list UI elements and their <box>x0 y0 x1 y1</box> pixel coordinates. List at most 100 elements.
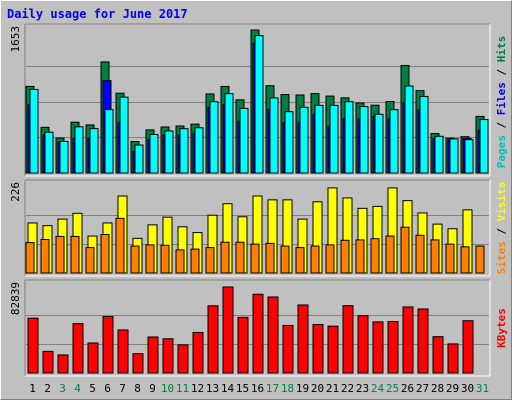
visits-bar-sites-day-27 <box>415 234 425 274</box>
kbytes-bar-kbytes-day-7 <box>117 329 129 374</box>
x-tick-day-28: 28 <box>431 382 444 395</box>
kbytes-legend: KBytes <box>495 308 508 348</box>
visits-legend-visits: Visits <box>495 182 508 222</box>
x-tick-day-11: 11 <box>176 382 189 395</box>
visits-bar-sites-day-13 <box>205 247 215 274</box>
visits-legend: Sites / Visits <box>495 182 508 275</box>
visits-bar-sites-day-8 <box>130 245 140 274</box>
hits-bar-pages-day-28 <box>434 135 444 174</box>
kbytes-bar-kbytes-day-22 <box>342 305 354 374</box>
visits-bar-sites-day-9 <box>145 244 155 274</box>
hits-bar-pages-day-15 <box>239 107 249 174</box>
hits-bar-pages-day-16 <box>254 35 264 174</box>
hits-bar-pages-day-26 <box>404 85 414 174</box>
hits-bar-pages-day-5 <box>89 128 99 174</box>
kbytes-bar-kbytes-day-1 <box>27 317 39 374</box>
kbytes-bar-kbytes-day-18 <box>282 324 294 374</box>
kbytes-bar-kbytes-day-19 <box>297 304 309 374</box>
x-tick-day-16: 16 <box>251 382 264 395</box>
visits-bar-sites-day-4 <box>70 235 80 274</box>
kbytes-bar-kbytes-day-14 <box>222 286 234 374</box>
x-tick-day-13: 13 <box>206 382 219 395</box>
kbytes-bar-kbytes-day-28 <box>432 336 444 374</box>
visits-bar-sites-day-12 <box>190 248 200 274</box>
hits-bar-pages-day-9 <box>149 134 159 174</box>
kbytes-bar-kbytes-day-12 <box>192 331 204 374</box>
x-tick-day-22: 22 <box>341 382 354 395</box>
visits-bar-sites-day-24 <box>370 238 380 274</box>
hits-bar-pages-day-30 <box>464 139 474 174</box>
x-tick-day-3: 3 <box>59 382 66 395</box>
visits-bar-sites-day-21 <box>325 244 335 274</box>
hits-max-label: 1653 <box>9 26 22 53</box>
kbytes-bar-kbytes-day-13 <box>207 305 219 374</box>
kbytes-bar-kbytes-day-8 <box>132 353 144 374</box>
visits-bar-sites-day-1 <box>25 242 35 274</box>
hits-bar-pages-day-20 <box>314 104 324 174</box>
kbytes-bar-kbytes-day-24 <box>372 321 384 374</box>
visits-bar-sites-day-6 <box>100 234 110 274</box>
visits-bar-sites-day-26 <box>400 226 410 274</box>
hits-legend: Pages / Files / Hits <box>495 36 508 169</box>
visits-bar-sites-day-11 <box>175 249 185 274</box>
visits-bar-sites-day-14 <box>220 241 230 274</box>
hits-legend-separator: / <box>495 115 508 135</box>
x-tick-day-4: 4 <box>74 382 81 395</box>
x-tick-day-14: 14 <box>221 382 235 395</box>
x-tick-day-21: 21 <box>326 382 339 395</box>
kbytes-bar-kbytes-day-3 <box>57 354 69 374</box>
kbytes-bar-kbytes-day-20 <box>312 323 324 374</box>
hits-bar-pages-day-19 <box>299 106 309 174</box>
x-tick-day-15: 15 <box>236 382 249 395</box>
x-tick-day-27: 27 <box>416 382 429 395</box>
kbytes-bar-kbytes-day-16 <box>252 293 264 374</box>
hits-bar-pages-day-4 <box>74 126 84 174</box>
x-tick-day-7: 7 <box>119 382 126 395</box>
visits-bar-sites-day-18 <box>280 245 290 274</box>
hits-legend-hits: Hits <box>495 36 508 63</box>
visits-bar-sites-day-10 <box>160 244 170 274</box>
hits-bar-pages-day-6 <box>104 109 114 174</box>
hits-bar-pages-day-14 <box>224 93 234 174</box>
x-tick-day-12: 12 <box>191 382 204 395</box>
hits-legend-pages: Pages <box>495 135 508 168</box>
visits-bar-sites-day-28 <box>430 239 440 274</box>
x-tick-day-10: 10 <box>161 382 174 395</box>
visits-bar-sites-day-7 <box>115 217 125 274</box>
x-tick-day-31: 31 <box>476 382 489 395</box>
kbytes-bar-kbytes-day-25 <box>387 321 399 374</box>
visits-bar-sites-day-5 <box>85 247 95 274</box>
x-tick-day-20: 20 <box>311 382 324 395</box>
hits-bar-pages-day-7 <box>119 96 129 174</box>
hits-bar-pages-day-23 <box>359 106 369 174</box>
hits-bar-pages-day-18 <box>284 111 294 174</box>
x-tick-day-8: 8 <box>134 382 141 395</box>
x-tick-day-1: 1 <box>29 382 36 395</box>
x-tick-day-30: 30 <box>461 382 474 395</box>
kbytes-max-label: 82839 <box>9 282 22 315</box>
hits-bar-pages-day-31 <box>479 119 489 174</box>
kbytes-bar-kbytes-day-6 <box>102 315 114 374</box>
hits-bar-pages-day-13 <box>209 101 219 174</box>
visits-legend-sites: Sites <box>495 241 508 274</box>
hits-bar-pages-day-12 <box>194 127 204 174</box>
hits-bar-pages-day-21 <box>329 104 339 174</box>
hits-bar-pages-day-2 <box>44 131 54 174</box>
visits-bar-sites-day-17 <box>265 242 275 274</box>
x-tick-day-29: 29 <box>446 382 459 395</box>
kbytes-legend-kbytes: KBytes <box>495 308 508 348</box>
visits-bar-sites-day-25 <box>385 235 395 274</box>
x-tick-day-24: 24 <box>371 382 385 395</box>
hits-bar-pages-day-24 <box>374 113 384 174</box>
x-tick-day-17: 17 <box>266 382 279 395</box>
x-tick-day-25: 25 <box>386 382 399 395</box>
x-tick-day-2: 2 <box>44 382 51 395</box>
kbytes-bar-kbytes-day-9 <box>147 336 159 374</box>
hits-legend-files: Files <box>495 82 508 115</box>
chart-title: Daily usage for June 2017 <box>7 7 188 21</box>
visits-bar-sites-day-22 <box>340 239 350 274</box>
visits-bar-sites-day-30 <box>460 246 470 274</box>
kbytes-bar-kbytes-day-29 <box>447 343 459 374</box>
hits-bar-pages-day-11 <box>179 128 189 174</box>
